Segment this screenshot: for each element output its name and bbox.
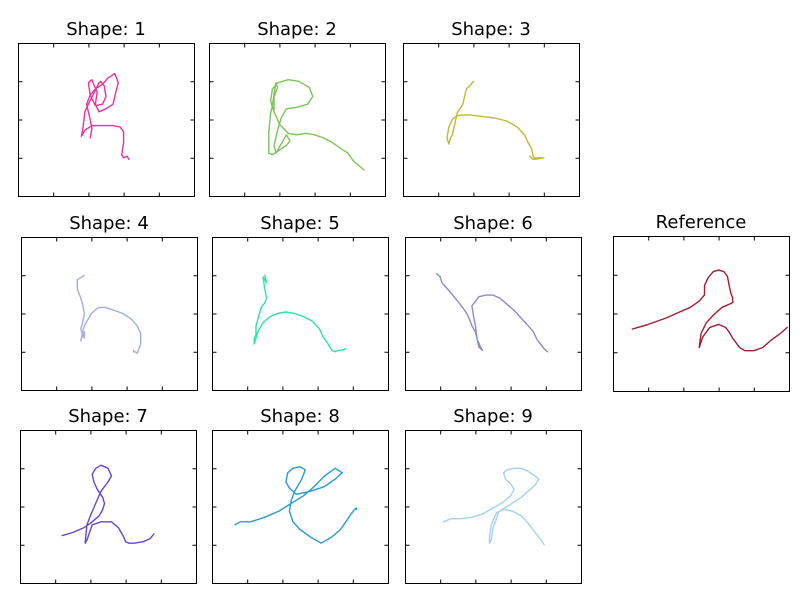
panel-frame-shape-1 (18, 43, 195, 197)
panel-frame-shape-6 (405, 237, 582, 391)
panel-frame-shape-7 (20, 430, 197, 584)
shape-stroke-shape-2 (268, 78, 365, 171)
panel-shape-7: Shape: 7 (20, 406, 197, 584)
panel-frame-shape-4 (21, 237, 198, 391)
shape-stroke-reference (631, 269, 788, 352)
shape-stroke-shape-5 (253, 274, 347, 353)
shape-stroke-shape-4 (76, 274, 142, 354)
panel-shape-2: Shape: 2 (209, 19, 386, 197)
panel-title-shape-1: Shape: 1 (66, 19, 146, 40)
panels-layer: Shape: 1 Shape: 2 Shape: 3 Shape: 4 Shape: 5… (18, 19, 790, 584)
panel-frame-shape-8 (212, 430, 389, 584)
shape-stroke-shape-7 (61, 464, 155, 544)
panel-shape-9: Shape: 9 (405, 406, 582, 584)
panel-shape-8: Shape: 8 (212, 406, 389, 584)
panel-frame-shape-2 (209, 43, 386, 197)
shape-stroke-shape-6 (436, 273, 549, 353)
panel-shape-5: Shape: 5 (212, 213, 389, 391)
panel-shape-3: Shape: 3 (403, 19, 580, 197)
panel-title-shape-2: Shape: 2 (257, 19, 337, 40)
panel-title-reference: Reference (656, 212, 747, 233)
panel-reference: Reference (613, 212, 790, 392)
panel-shape-1: Shape: 1 (18, 19, 195, 197)
panel-shape-6: Shape: 6 (405, 213, 582, 391)
shape-stroke-shape-9 (443, 467, 545, 546)
panel-title-shape-4: Shape: 4 (69, 213, 149, 234)
panel-title-shape-5: Shape: 5 (260, 213, 340, 234)
panel-frame-shape-5 (212, 237, 389, 391)
shape-stroke-shape-1 (80, 72, 130, 161)
panel-title-shape-8: Shape: 8 (260, 406, 340, 427)
shape-stroke-shape-8 (234, 466, 357, 544)
shape-stroke-shape-3 (446, 80, 545, 161)
panel-title-shape-6: Shape: 6 (453, 213, 533, 234)
panel-frame-shape-3 (403, 43, 580, 197)
panel-title-shape-3: Shape: 3 (451, 19, 531, 40)
panel-title-shape-7: Shape: 7 (68, 406, 148, 427)
panel-shape-4: Shape: 4 (21, 213, 198, 391)
panel-title-shape-9: Shape: 9 (453, 406, 533, 427)
panel-frame-reference (613, 236, 790, 392)
